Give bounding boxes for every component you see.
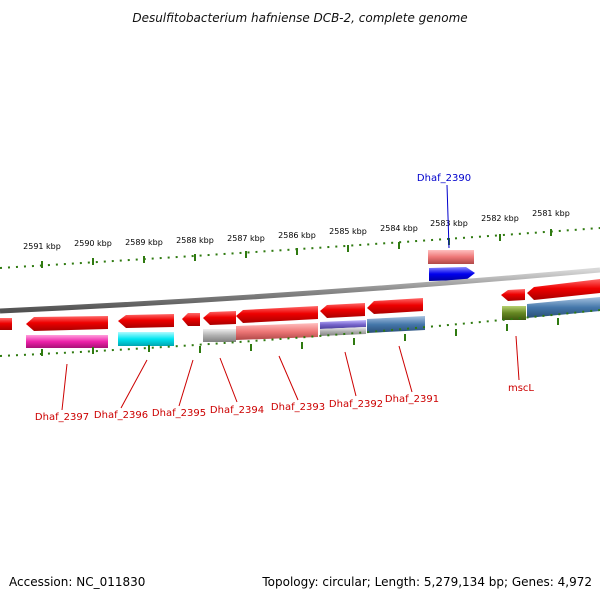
dhaf-2390-gene-arrow[interactable] <box>429 267 475 281</box>
tick-label: 2591 kbp <box>23 242 61 251</box>
mscl-cog-bar[interactable] <box>502 306 526 320</box>
dhaf-2392-cog-bar-a[interactable] <box>320 320 366 329</box>
gene-label-mscl[interactable]: mscL <box>508 383 534 394</box>
dhaf-2397-gene-arrow[interactable] <box>26 316 108 331</box>
dhaf-2396-cog-bar[interactable] <box>118 332 174 346</box>
gene-label-dhaf-2396[interactable]: Dhaf_2396 <box>94 410 148 421</box>
gene-label-dhaf-2393[interactable]: Dhaf_2393 <box>271 402 325 413</box>
gene-labels: Dhaf_2397 Dhaf_2396 Dhaf_2395 Dhaf_2394 … <box>35 173 535 423</box>
tick-label: 2590 kbp <box>74 239 112 248</box>
inner-tick-row <box>0 309 600 357</box>
dhaf-2392-cog-bar-b[interactable] <box>320 327 366 336</box>
dhaf-2393-gene-arrow[interactable] <box>236 306 318 323</box>
tick-label: 2583 kbp <box>430 219 468 228</box>
reverse-cog-bars <box>26 297 600 348</box>
gene-label-dhaf-2391[interactable]: Dhaf_2391 <box>385 394 439 405</box>
dhaf-2394-cog-bar[interactable] <box>203 329 236 342</box>
right-cog-bar[interactable] <box>527 297 600 318</box>
gene-label-dhaf-2397[interactable]: Dhaf_2397 <box>35 412 89 423</box>
dhaf-2392-gene-arrow[interactable] <box>320 303 365 318</box>
label-leaders <box>61 184 520 411</box>
dhaf-2391-cog-bar[interactable] <box>367 316 425 333</box>
dhaf-2395-gene-arrow[interactable] <box>182 313 200 326</box>
genome-backbone <box>0 267 600 314</box>
dhaf-2397-cog-bar[interactable] <box>26 335 108 348</box>
accession-text: Accession: NC_011830 <box>9 575 146 589</box>
dhaf-2393-cog-bar[interactable] <box>236 323 318 340</box>
gene-label-dhaf-2394[interactable]: Dhaf_2394 <box>210 405 264 416</box>
forward-strand <box>428 250 475 281</box>
partial-gene-arrow[interactable] <box>0 318 12 330</box>
reverse-strand <box>0 279 600 331</box>
tick-label: 2587 kbp <box>227 234 265 243</box>
tick-label: 2588 kbp <box>176 236 214 245</box>
tick-label: 2582 kbp <box>481 214 519 223</box>
tick-label: 2581 kbp <box>532 209 570 218</box>
kbp-labels: 2591 kbp 2590 kbp 2589 kbp 2588 kbp 2587… <box>23 209 570 251</box>
dhaf-2394-gene-arrow[interactable] <box>203 311 236 325</box>
tick-label: 2586 kbp <box>278 231 316 240</box>
gene-label-dhaf-2395[interactable]: Dhaf_2395 <box>152 408 206 419</box>
mscl-gene-arrow[interactable] <box>501 289 525 301</box>
map-title: Desulfitobacterium hafniense DCB-2, comp… <box>132 11 467 25</box>
dhaf-2390-cog-bar[interactable] <box>428 250 474 264</box>
tick-label: 2584 kbp <box>380 224 418 233</box>
gene-label-dhaf-2390[interactable]: Dhaf_2390 <box>417 173 471 184</box>
dhaf-2391-gene-arrow[interactable] <box>367 298 423 314</box>
tick-label: 2589 kbp <box>125 238 163 247</box>
dhaf-2396-gene-arrow[interactable] <box>118 314 174 328</box>
genome-stats-text: Topology: circular; Length: 5,279,134 bp… <box>262 575 592 589</box>
right-gene-arrow[interactable] <box>527 279 600 300</box>
tick-label: 2585 kbp <box>329 227 367 236</box>
gene-label-dhaf-2392[interactable]: Dhaf_2392 <box>329 399 383 410</box>
